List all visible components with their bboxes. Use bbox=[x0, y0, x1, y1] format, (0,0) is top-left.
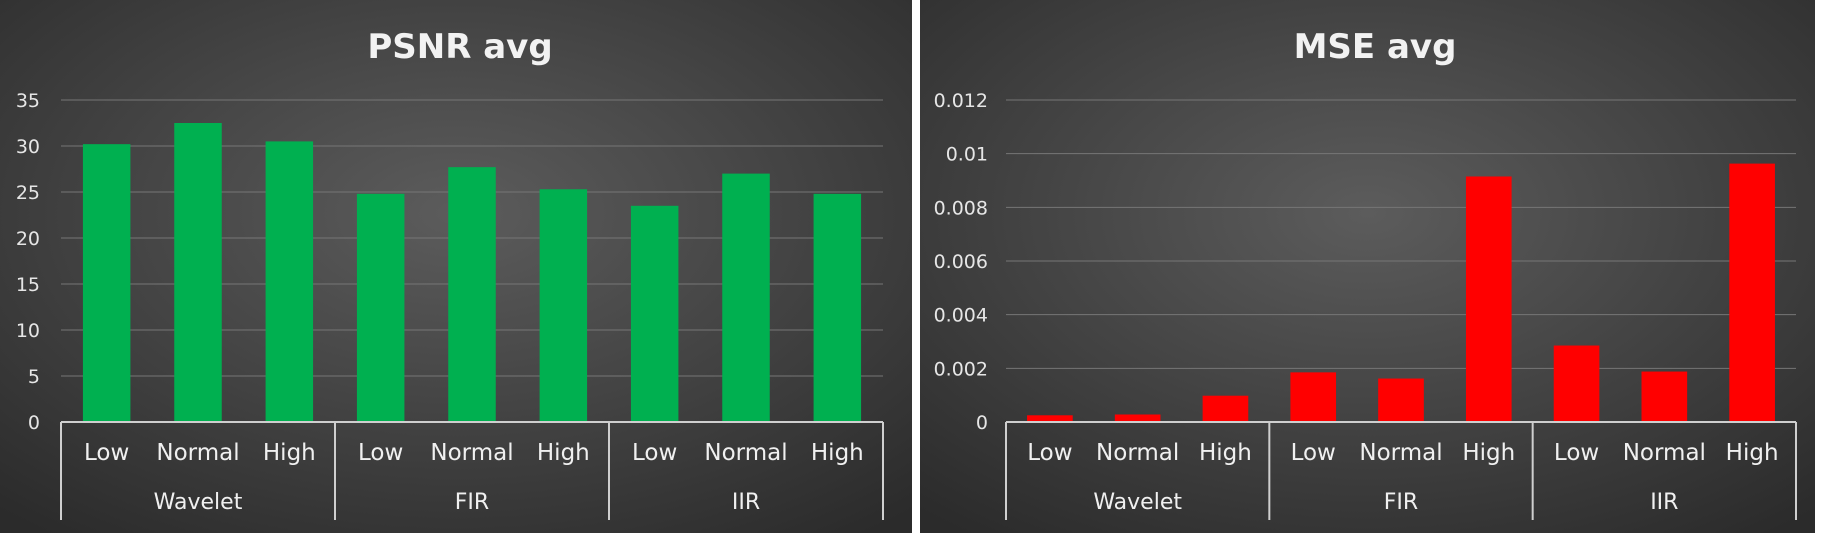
mse-chart-panel: MSE avg 0 0.002 0.004 0.006 0.008 0.01 0.012 L… bbox=[920, 0, 1815, 533]
category-label: Low bbox=[358, 440, 403, 466]
y-tick-label: 0.008 bbox=[934, 197, 988, 219]
bar bbox=[448, 167, 496, 422]
category-label: Normal bbox=[156, 440, 239, 466]
category-label: High bbox=[537, 440, 590, 466]
category-label: High bbox=[1462, 440, 1515, 466]
bar bbox=[265, 141, 314, 422]
group-label: IIR bbox=[1650, 490, 1678, 515]
bar bbox=[813, 193, 862, 422]
group-label: Wavelet bbox=[154, 490, 243, 515]
group-label: FIR bbox=[1384, 490, 1418, 515]
bar bbox=[1290, 372, 1337, 422]
category-label: Normal bbox=[704, 440, 787, 466]
bar bbox=[1202, 395, 1249, 422]
group-label: FIR bbox=[455, 490, 489, 515]
bar bbox=[1553, 345, 1600, 422]
psnr-chart-panel: PSNR avg 0 5 10 15 20 25 30 35 Low Normal High Low… bbox=[0, 0, 912, 533]
category-label: Low bbox=[84, 440, 129, 466]
category-label: High bbox=[1726, 440, 1779, 466]
bar bbox=[1729, 163, 1775, 422]
category-label: Normal bbox=[430, 440, 513, 466]
y-tick-label: 0.01 bbox=[946, 144, 988, 166]
bar bbox=[539, 189, 588, 422]
chart-background bbox=[920, 0, 1815, 533]
bar bbox=[1378, 378, 1424, 422]
category-label: Normal bbox=[1359, 440, 1442, 466]
category-label: Low bbox=[1027, 440, 1072, 466]
y-tick-label: 35 bbox=[16, 90, 40, 112]
category-label: Low bbox=[632, 440, 677, 466]
bar bbox=[1641, 371, 1688, 422]
bar bbox=[82, 144, 131, 422]
y-tick-label: 25 bbox=[16, 182, 40, 204]
category-label: Normal bbox=[1096, 440, 1179, 466]
category-label: Low bbox=[1554, 440, 1599, 466]
y-tick-label: 0 bbox=[28, 412, 40, 434]
category-label: Normal bbox=[1623, 440, 1706, 466]
category-label: Low bbox=[1291, 440, 1336, 466]
bar bbox=[1465, 176, 1512, 422]
bar bbox=[1027, 415, 1073, 422]
y-tick-label: 0.002 bbox=[934, 358, 988, 380]
mse-chart: MSE avg 0 0.002 0.004 0.006 0.008 0.01 0.012 L… bbox=[920, 0, 1815, 533]
y-tick-label: 20 bbox=[16, 228, 40, 250]
y-tick-label: 0.012 bbox=[934, 90, 988, 112]
y-tick-label: 15 bbox=[16, 274, 40, 296]
category-label: High bbox=[1199, 440, 1252, 466]
category-label: High bbox=[811, 440, 864, 466]
bar bbox=[356, 193, 405, 422]
y-tick-label: 0.006 bbox=[934, 251, 988, 273]
group-label: Wavelet bbox=[1093, 490, 1182, 515]
psnr-chart: PSNR avg 0 5 10 15 20 25 30 35 Low Normal High Low… bbox=[0, 0, 912, 533]
bar bbox=[1114, 414, 1161, 422]
group-label: IIR bbox=[732, 490, 760, 515]
chart-title: MSE avg bbox=[1294, 27, 1457, 67]
y-tick-label: 0 bbox=[976, 412, 988, 434]
category-label: High bbox=[263, 440, 316, 466]
chart-title: PSNR avg bbox=[367, 27, 552, 67]
y-tick-label: 5 bbox=[28, 366, 40, 388]
bar bbox=[174, 123, 222, 422]
y-tick-label: 0.004 bbox=[934, 305, 988, 327]
bar bbox=[630, 205, 679, 422]
y-tick-label: 10 bbox=[16, 320, 40, 342]
y-tick-label: 30 bbox=[16, 136, 40, 158]
bar bbox=[722, 173, 770, 422]
